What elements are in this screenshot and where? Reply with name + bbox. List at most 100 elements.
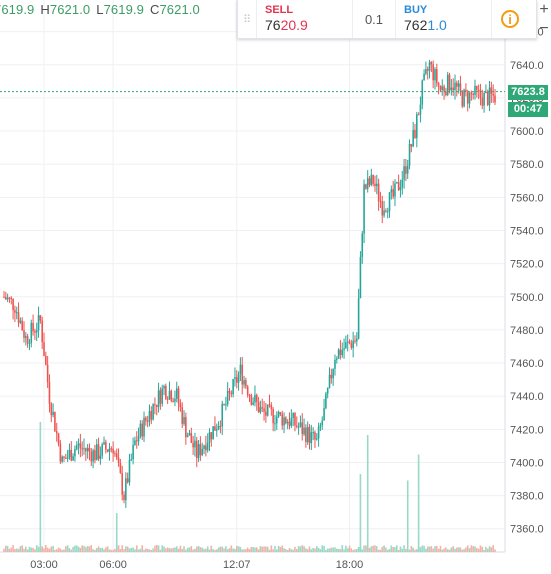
volume-bar [295,549,298,552]
volume-bar [363,545,365,552]
candle-body [8,297,11,299]
info-button[interactable]: i [491,0,528,38]
volume-bar [26,549,29,552]
volume-bar [123,549,125,552]
candle-body [295,425,298,427]
candle-body [135,440,138,442]
volume-bar [315,546,318,552]
volume-bar [70,549,73,552]
zoom-in-button[interactable]: + [539,1,549,18]
volume-bar [237,546,240,552]
candle-body [414,129,416,138]
candle-body [88,447,91,452]
volume-bar [308,546,311,552]
volume-bar [34,549,36,552]
volume-bar [337,548,340,552]
volume-bar [334,547,336,552]
volume-bar [192,549,194,552]
candle-body [50,403,53,416]
volume-spike [417,454,420,552]
volume-bar [168,548,171,552]
buy-button[interactable]: BUY 7621.0 [396,0,491,38]
candle-body [281,413,284,426]
volume-bar [396,545,398,552]
candle-body [321,420,324,426]
volume-bar [479,545,482,552]
candle-body [299,422,302,427]
candle-body [277,412,280,417]
candle-body [59,443,62,462]
volume-bar [10,547,13,552]
volume-bar [259,546,262,552]
candle-body [139,423,142,437]
candle-body [468,92,471,104]
sell-button[interactable]: SELL 7620.9 [257,0,352,38]
volume-bar [385,547,387,552]
volume-bar [463,548,465,552]
candle-body [388,192,391,212]
candle-body [472,93,474,95]
sell-price: 7620.9 [265,17,344,33]
volume-bar [434,546,436,552]
candle-body [177,388,180,404]
volume-bar [275,549,278,552]
volume-bar [303,546,305,552]
candle-body [259,407,262,413]
volume-bar [157,545,160,552]
candle-body [463,89,465,107]
volume-bar [155,545,158,552]
candle-body [312,432,314,434]
volume-bar [94,549,96,552]
drag-handle-icon[interactable]: ⠿ [238,0,257,38]
volume-bar [85,547,87,552]
candle-body [79,443,82,449]
candle-body [452,87,454,91]
candle-body [410,144,413,147]
volume-bar [77,546,80,552]
candle-body [235,377,238,383]
volume-bar [423,545,425,552]
quantity-field[interactable]: 0.1 [352,0,396,38]
volume-bar [197,546,200,552]
candle-body [110,448,113,450]
volume-bar [379,549,382,552]
volume-bar [88,546,91,552]
candle-body [17,312,20,323]
volume-bar [341,545,344,552]
volume-bar [65,546,67,552]
candle-body [237,374,240,383]
volume-bar [472,546,474,552]
volume-bar [92,549,94,552]
volume-bar [425,548,427,552]
candle-body [103,442,105,445]
x-tick-label: 18:00 [336,559,364,571]
volume-bar [174,547,176,552]
candle-body [143,417,145,437]
volume-spike [406,480,409,552]
candle-body [257,401,260,413]
candle-body [155,404,158,407]
candle-body [248,394,251,396]
candle-body [192,442,194,448]
volume-bar [146,548,149,552]
y-tick-label: 7520.0 [510,259,544,271]
buy-price-main: 762 [404,17,428,33]
candle-body [454,82,456,91]
candle-body [70,449,73,461]
candle-body [250,395,253,405]
candle-body [363,184,365,234]
candle-body [121,473,124,495]
candle-body [186,435,189,438]
zoom-out-button[interactable]: − [539,20,549,37]
volume-bar [448,549,451,552]
volume-bar [477,548,480,552]
candle-body [436,69,438,84]
volume-bar [354,549,356,552]
candle-body [370,174,373,185]
volume-bar [110,549,113,552]
candle-body [130,459,133,461]
candle-body [315,438,318,440]
y-tick-label: 7600.0 [510,126,544,138]
ohlc-high: 7621.0 [49,2,91,17]
